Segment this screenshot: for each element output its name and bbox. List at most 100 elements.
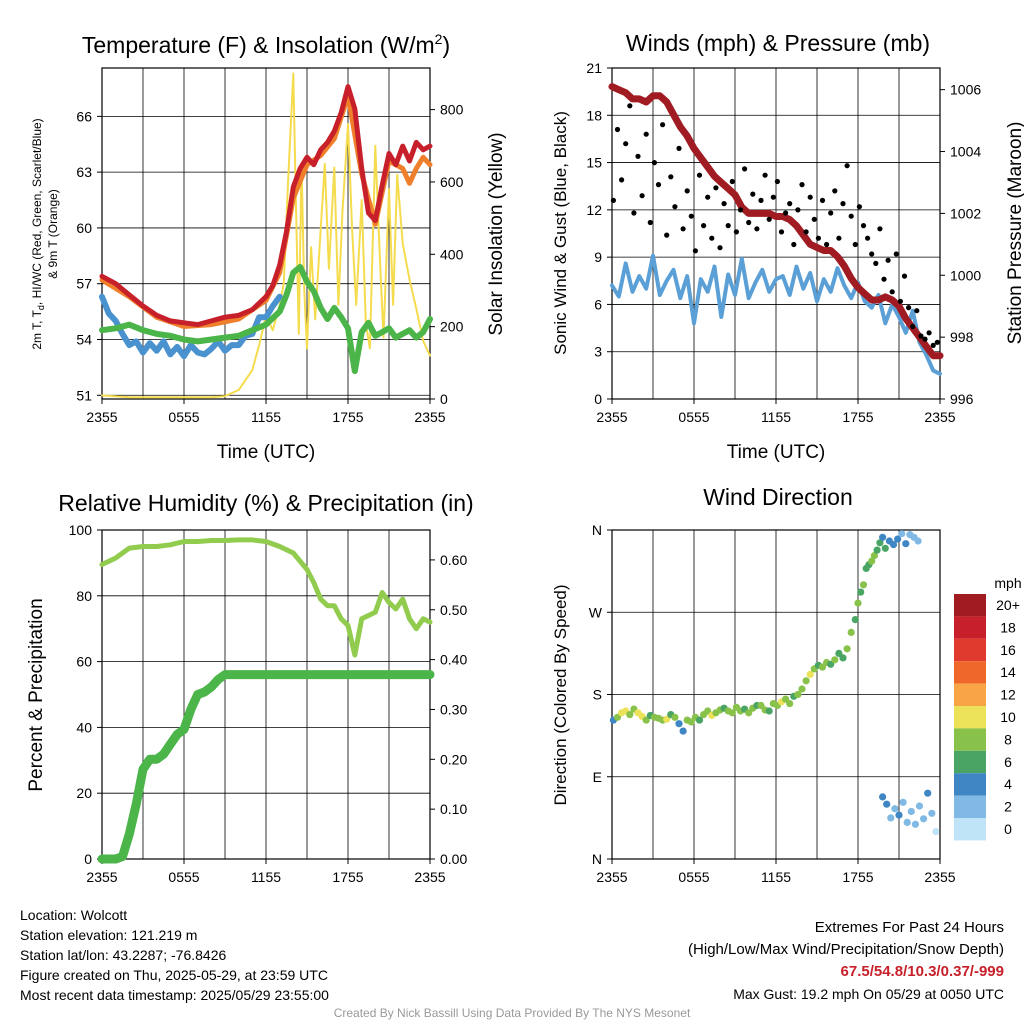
extremes-title: Extremes For Past 24 Hours — [814, 919, 1004, 936]
gust-point — [709, 235, 715, 241]
legend-swatch — [954, 728, 986, 751]
legend-swatch — [954, 706, 986, 729]
gust-point — [881, 276, 887, 282]
direction-point — [794, 690, 802, 699]
gust-point — [836, 235, 842, 241]
direction-point — [675, 720, 683, 728]
wind-ytick-label: 21 — [586, 60, 602, 76]
dir-ytick-label: N — [592, 522, 602, 538]
wind-ytick-label: 6 — [594, 296, 602, 312]
gust-point — [889, 289, 895, 295]
wind-y2tick-label: 1000 — [950, 267, 981, 283]
gust-point — [906, 305, 912, 311]
direction-point — [932, 828, 940, 836]
gust-point — [783, 210, 789, 216]
gust-point — [844, 163, 850, 169]
wind-xtick-label: 1155 — [761, 409, 791, 425]
dir-xtick-label: 2355 — [596, 869, 627, 885]
gust-point — [885, 257, 891, 263]
rh-ytick-label: 100 — [69, 522, 93, 538]
precip-line — [97, 670, 435, 864]
dewpoint-line — [99, 264, 433, 375]
direction-point — [899, 798, 907, 806]
gust-point — [840, 201, 846, 207]
rh-ytick-label: 60 — [76, 654, 92, 670]
legend-swatch — [954, 818, 986, 841]
gust-point — [655, 182, 662, 188]
direction-point — [839, 654, 847, 662]
direction-point — [663, 715, 671, 723]
gust-point — [815, 235, 822, 241]
temp-xtick-label: 1755 — [332, 409, 363, 425]
wind-xtick-label: 2355 — [924, 409, 955, 425]
gust-point — [688, 213, 694, 219]
gust-point — [901, 273, 908, 279]
direction-point — [928, 809, 936, 817]
gust-point — [795, 207, 801, 213]
direction-point — [920, 815, 928, 823]
temp-y2tick-label: 200 — [440, 319, 464, 335]
direction-point — [887, 814, 895, 822]
legend-label: 10 — [1000, 709, 1016, 725]
temp-ytick-label: 63 — [76, 164, 92, 180]
gust-point — [672, 204, 678, 210]
gust-point — [696, 172, 703, 178]
gust-point — [877, 226, 883, 232]
created-text: Figure created on Thu, 2025-05-29, at 23… — [20, 967, 328, 983]
dir-xtick-label: 1155 — [761, 869, 791, 885]
direction-point — [859, 581, 868, 589]
gust-point — [725, 223, 731, 229]
direction-point — [894, 535, 902, 543]
legend-label: 14 — [1000, 664, 1016, 680]
direction-point — [883, 800, 891, 808]
rh-line — [99, 537, 433, 658]
direction-point — [745, 709, 753, 717]
gust-point — [819, 197, 826, 203]
gust-point — [651, 160, 658, 166]
pressure-line — [608, 83, 944, 360]
direction-point — [728, 709, 736, 717]
location-text: Location: Wolcott — [20, 907, 128, 923]
wind-title: Winds (mph) & Pressure (mb) — [626, 30, 930, 56]
rh-ytick-label: 0 — [84, 851, 92, 867]
direction-point — [818, 663, 827, 671]
wind-ytick-label: 18 — [586, 107, 602, 123]
gust-point — [799, 182, 805, 188]
max-gust-text: Max Gust: 19.2 mph On 05/29 at 0050 UTC — [733, 986, 1004, 1002]
gust-point — [623, 141, 629, 147]
gust-point — [627, 103, 633, 109]
gust-point — [774, 178, 781, 185]
direction-point — [786, 700, 794, 708]
temp-xtick-label: 1155 — [251, 409, 281, 425]
gust-point — [733, 229, 740, 235]
gust-point — [893, 251, 899, 257]
extremes-values: 67.5/54.8/10.3/0.37/-999 — [840, 963, 1004, 980]
legend-swatch — [954, 773, 986, 796]
direction-point — [626, 711, 634, 719]
rh-ytick-label: 80 — [76, 588, 92, 604]
direction-point — [889, 541, 898, 549]
gust-point — [619, 177, 625, 183]
dir-xtick-label: 2355 — [924, 869, 955, 885]
wind-y2tick-label: 996 — [950, 391, 974, 407]
station-info: Location: Wolcott Station elevation: 121… — [20, 905, 329, 1005]
gust-point — [713, 185, 719, 191]
gust-point — [758, 197, 764, 203]
gust-point — [660, 122, 666, 128]
rh-ytick-label: 20 — [76, 785, 92, 801]
gust-point — [897, 298, 904, 304]
gust-point — [639, 193, 645, 199]
dir-grid — [611, 529, 941, 860]
direction-point — [695, 716, 704, 724]
temp-ylabel-1: 2m T, Td, HI/WC (Red, Green, Scarlet/Blu… — [30, 118, 46, 349]
temp-xlabel: Time (UTC) — [217, 442, 316, 463]
rh-xtick-label: 0555 — [168, 869, 199, 885]
direction-point — [879, 793, 887, 801]
gust-point — [791, 241, 797, 248]
rh-xtick-label: 2355 — [86, 869, 117, 885]
insolation-line — [101, 72, 431, 399]
gust-point — [721, 201, 727, 207]
gust-point — [701, 223, 707, 229]
direction-point — [907, 807, 915, 816]
